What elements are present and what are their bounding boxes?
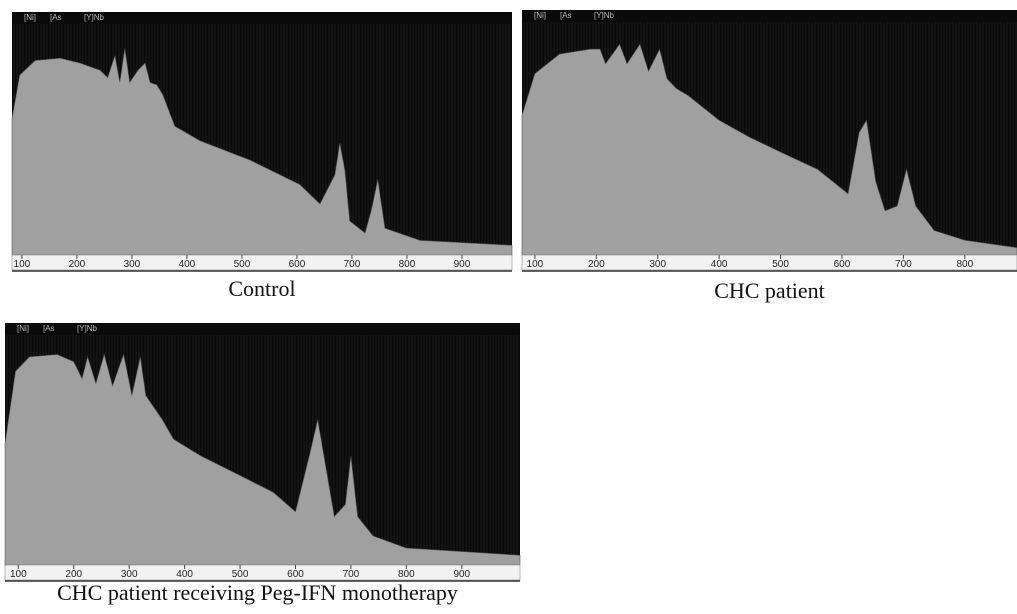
x-tick-label: 500 — [772, 259, 789, 270]
x-tick-label: 400 — [176, 569, 193, 580]
x-tick-label: 700 — [344, 259, 361, 270]
x-tick-label: 100 — [10, 569, 27, 580]
x-tick-label: 100 — [527, 259, 544, 270]
x-tick-label: 300 — [649, 259, 666, 270]
x-tick-label: 400 — [711, 259, 728, 270]
element-label: [As — [560, 11, 572, 20]
caption: Control — [228, 276, 295, 301]
x-tick-label: 200 — [69, 259, 86, 270]
spectrum-area — [4, 353, 521, 566]
element-label: [Y]Nb — [594, 11, 615, 20]
x-tick-label: 700 — [895, 259, 912, 270]
axis-band — [11, 254, 513, 271]
x-tick-label: 800 — [956, 259, 973, 270]
x-tick-label: 200 — [588, 259, 605, 270]
x-tick-label: 300 — [121, 569, 138, 580]
element-label: [Y]Nb — [84, 13, 105, 22]
spectrum-area — [11, 48, 513, 256]
x-tick-label: 900 — [454, 259, 471, 270]
element-label: [Ni] — [534, 11, 546, 20]
x-tick-label: 300 — [124, 259, 141, 270]
element-label: [As — [50, 13, 62, 22]
x-tick-label: 800 — [399, 259, 416, 270]
spectrum-area — [521, 43, 1017, 256]
x-tick-label: 400 — [179, 259, 196, 270]
x-tick-label: 200 — [65, 569, 82, 580]
element-label: [Ni] — [17, 324, 29, 333]
x-tick-label: 600 — [289, 259, 306, 270]
x-tick-label: 600 — [287, 569, 304, 580]
x-tick-label: 500 — [234, 259, 251, 270]
caption: CHC patient receiving Peg-IFN monotherap… — [57, 580, 458, 605]
element-label: [Y]Nb — [77, 324, 98, 333]
element-label: [As — [43, 324, 55, 333]
element-label: [Ni] — [24, 13, 36, 22]
x-tick-label: 600 — [834, 259, 851, 270]
axis-band — [521, 254, 1017, 271]
x-tick-label: 800 — [398, 569, 415, 580]
x-tick-label: 900 — [453, 569, 470, 580]
caption: CHC patient — [714, 278, 825, 303]
x-tick-label: 700 — [343, 569, 360, 580]
x-tick-label: 100 — [14, 259, 31, 270]
x-tick-label: 500 — [232, 569, 249, 580]
axis-band — [4, 564, 521, 581]
